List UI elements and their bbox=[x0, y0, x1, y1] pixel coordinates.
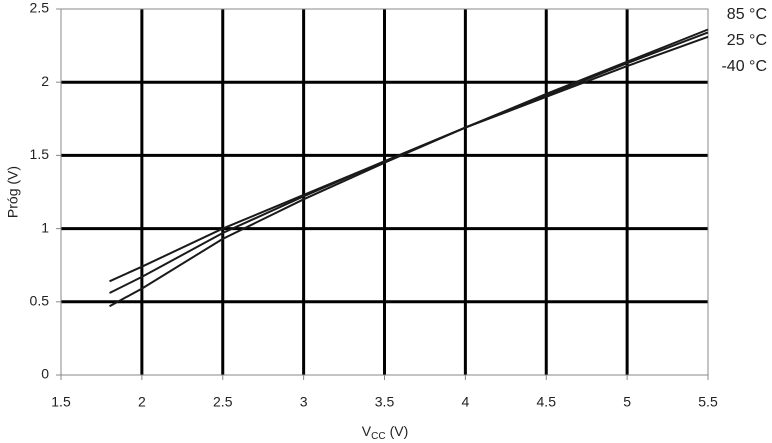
y-axis-label: Próg (V) bbox=[5, 166, 21, 218]
y-tick-label: 1 bbox=[41, 219, 49, 235]
y-tick-label: 0.5 bbox=[30, 293, 50, 309]
x-tick-label: 3.5 bbox=[375, 394, 395, 410]
plot-frame bbox=[60, 8, 709, 376]
x-tick-label: 4.5 bbox=[537, 394, 557, 410]
x-axis-label-unit: (V) bbox=[390, 423, 409, 439]
x-tick-label: 2.5 bbox=[213, 394, 233, 410]
data-line bbox=[109, 28, 709, 308]
y-tick-label: 2.5 bbox=[30, 0, 50, 16]
x-axis-label-sub: CC bbox=[371, 431, 385, 442]
x-axis-label: VCC (V) bbox=[362, 423, 408, 442]
data-line bbox=[109, 35, 709, 283]
x-tick-label: 2 bbox=[138, 394, 146, 410]
x-axis-label-main: V bbox=[362, 423, 372, 439]
y-tick-label: 1.5 bbox=[30, 146, 50, 162]
legend-label: 85 °C bbox=[727, 6, 767, 23]
x-tick-label: 4 bbox=[461, 394, 469, 410]
y-tick-label: 2 bbox=[41, 73, 49, 89]
x-tick-label: 1.5 bbox=[51, 394, 71, 410]
legend-label: 25 °C bbox=[727, 32, 767, 49]
x-tick-label: 5 bbox=[623, 394, 631, 410]
y-tick-label: 0 bbox=[41, 366, 49, 382]
legend-label: -40 °C bbox=[721, 58, 767, 75]
x-tick-label: 3 bbox=[300, 394, 308, 410]
x-tick-label: 5.5 bbox=[698, 394, 718, 410]
